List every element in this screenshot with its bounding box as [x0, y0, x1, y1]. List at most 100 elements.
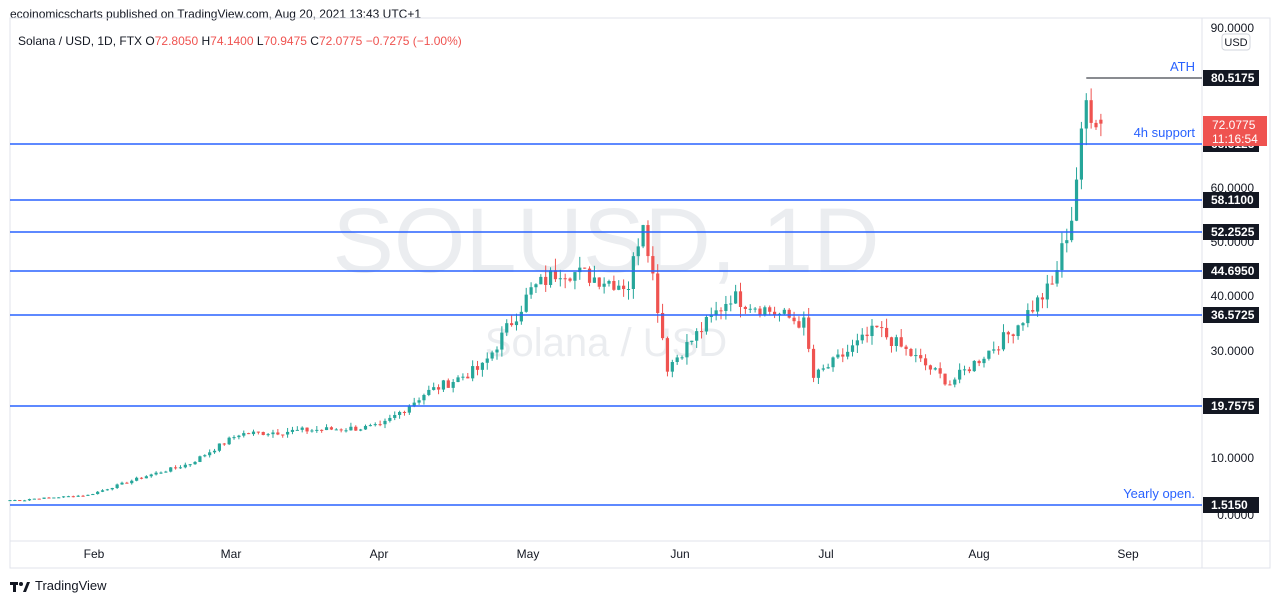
candle — [1094, 119, 1098, 130]
candle — [18, 500, 22, 502]
candle — [281, 434, 285, 438]
level-price-label: 58.1100 — [1211, 193, 1254, 207]
candle — [656, 264, 660, 323]
close-label: C — [310, 34, 319, 48]
candle — [359, 428, 363, 432]
candle — [276, 429, 280, 436]
candle — [695, 328, 699, 348]
level-price-tag: 36.5725 — [1203, 307, 1259, 323]
candle — [144, 475, 148, 479]
candle — [880, 321, 884, 338]
candle — [1099, 113, 1103, 137]
candle — [1084, 93, 1088, 146]
candle — [680, 355, 684, 360]
price-axis-ticks: 90.000060.000050.000040.000030.000010.00… — [1211, 21, 1255, 522]
candle — [13, 499, 17, 502]
candle — [393, 411, 397, 421]
candle — [363, 424, 368, 430]
candle — [597, 277, 601, 290]
candle — [261, 431, 265, 436]
candle — [388, 414, 392, 423]
candle — [909, 347, 913, 357]
candle — [61, 496, 66, 498]
candle — [583, 267, 587, 269]
candle — [242, 430, 246, 438]
candle — [1070, 206, 1074, 243]
y-tick-label: 90.0000 — [1211, 21, 1255, 35]
y-tick-label: 40.0000 — [1211, 289, 1255, 303]
candle — [310, 428, 314, 433]
candle — [378, 420, 382, 427]
candle — [836, 349, 840, 359]
candle — [110, 487, 114, 491]
candle — [417, 397, 421, 405]
candle — [889, 336, 894, 353]
candle — [32, 498, 36, 500]
candle — [967, 366, 971, 374]
symbol-title[interactable]: Solana / USD, 1D, FTX — [18, 34, 143, 48]
candle — [670, 359, 674, 378]
candle — [1060, 232, 1064, 278]
candle — [811, 344, 816, 383]
level-price-label: 36.5725 — [1211, 308, 1255, 322]
candle — [315, 426, 319, 433]
candle — [135, 476, 139, 482]
candle — [349, 422, 353, 431]
candle — [510, 315, 514, 327]
candle — [208, 449, 212, 458]
candle — [436, 384, 441, 395]
candle — [651, 246, 655, 281]
candle — [256, 431, 260, 435]
candle — [169, 467, 173, 473]
candle — [27, 498, 32, 501]
candle — [432, 382, 436, 391]
candle — [466, 372, 470, 379]
candle — [130, 479, 134, 485]
candle — [193, 461, 197, 465]
candle — [826, 363, 830, 369]
level-price-tag: 44.6950 — [1203, 263, 1259, 279]
candle — [47, 496, 51, 499]
currency-badge[interactable]: USD — [1221, 33, 1251, 51]
candle — [846, 344, 850, 360]
candle — [1016, 324, 1020, 340]
candle — [899, 329, 903, 348]
candle — [461, 373, 465, 381]
candle — [768, 305, 772, 315]
candle — [792, 311, 796, 325]
candle — [154, 471, 158, 476]
candle — [704, 314, 709, 335]
candle — [344, 428, 348, 433]
level-price-tag: 1.5150 — [1203, 497, 1259, 513]
footer-brand[interactable]: TradingView — [10, 578, 107, 593]
candle — [52, 497, 56, 499]
candle — [1031, 300, 1035, 314]
candle — [631, 252, 635, 299]
candle — [441, 379, 446, 393]
level-annotation: Yearly open. — [1123, 486, 1195, 501]
candle — [471, 360, 475, 382]
candle — [115, 483, 119, 490]
candle — [875, 325, 879, 328]
candle — [71, 495, 75, 498]
level-price-tag: 80.5175 — [1203, 70, 1259, 86]
candle — [987, 350, 991, 361]
candle — [850, 339, 855, 357]
current-price-tag: 72.0775 11:16:54 — [1203, 116, 1267, 146]
candle — [8, 499, 12, 502]
high-value: 74.1400 — [210, 34, 254, 48]
candle — [1035, 295, 1040, 317]
candle — [451, 379, 455, 393]
candle — [42, 497, 46, 499]
candle — [870, 319, 874, 345]
candle — [1050, 275, 1054, 285]
candle — [573, 271, 577, 290]
candle — [992, 341, 996, 354]
level-price-label: 80.5175 — [1211, 71, 1255, 85]
candle — [188, 464, 192, 467]
candle — [626, 281, 631, 300]
low-label: L — [256, 34, 264, 48]
candle — [23, 499, 27, 502]
candle — [544, 265, 548, 292]
